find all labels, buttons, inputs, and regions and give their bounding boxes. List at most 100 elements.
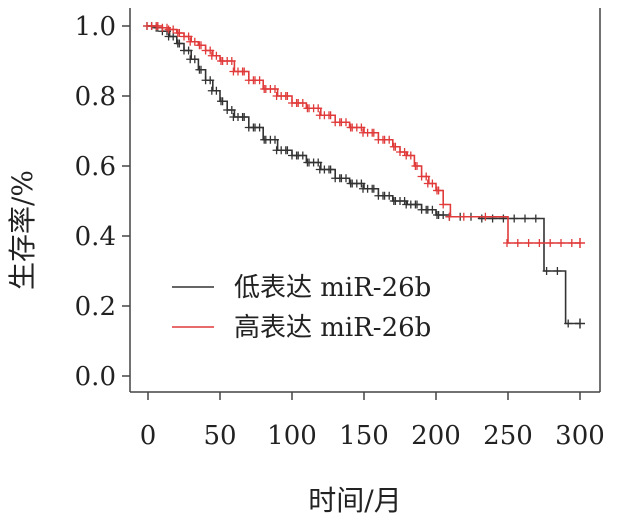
censor-mark — [422, 172, 431, 181]
censor-mark — [567, 239, 576, 247]
y-axis: 0.0 0.2 0.4 0.6 0.8 1.0 — [75, 12, 130, 392]
censor-mark-end — [575, 318, 585, 329]
x-tick-label: 200 — [411, 421, 461, 451]
x-tick-label: 250 — [483, 421, 533, 451]
censor-mark — [283, 92, 292, 100]
y-tick-label: 1.0 — [75, 12, 116, 42]
censor-mark — [255, 123, 264, 132]
censor-mark — [298, 99, 307, 107]
censor-mark — [227, 57, 236, 65]
censor-mark — [488, 214, 497, 223]
censor-mark — [369, 184, 378, 193]
censor-mark — [342, 174, 350, 183]
censor-mark — [481, 212, 490, 221]
y-tick-label: 0.6 — [75, 152, 116, 182]
censor-mark — [283, 146, 292, 155]
censor-mark — [564, 319, 573, 328]
censor-mark — [531, 214, 540, 223]
censor-mark — [271, 135, 279, 144]
censor-mark — [413, 200, 421, 209]
x-tick-label: 150 — [339, 421, 389, 451]
censor-mark — [439, 211, 448, 219]
censor-mark — [385, 191, 394, 200]
x-tick-label: 0 — [140, 421, 157, 451]
censor-mark — [524, 239, 533, 247]
censor-mark — [400, 197, 409, 205]
censor-mark — [510, 214, 519, 223]
y-tick-label: 0.8 — [75, 82, 116, 112]
x-tick-label: 100 — [267, 421, 317, 451]
censor-mark — [406, 151, 415, 160]
censor-mark — [357, 179, 366, 188]
censor-mark — [169, 25, 178, 34]
censor-mark — [184, 46, 193, 55]
censor-mark — [459, 212, 468, 221]
y-axis-title: 生存率/% — [6, 170, 39, 290]
plot-area — [129, 8, 601, 393]
censor-mark — [553, 267, 562, 275]
censor-mark — [326, 111, 335, 120]
censor-mark — [521, 214, 529, 223]
censor-mark — [240, 113, 249, 121]
censor-mark — [434, 186, 443, 195]
censor-mark — [190, 37, 199, 46]
censor-mark — [391, 142, 400, 151]
censor-mark — [169, 32, 178, 41]
censor-mark — [326, 165, 335, 174]
series-high — [143, 22, 585, 248]
censor-mark — [428, 179, 437, 188]
censor-mark — [206, 76, 215, 85]
censor-mark — [298, 151, 307, 160]
censor-mark — [369, 128, 378, 137]
y-tick-label: 0.4 — [75, 222, 116, 252]
legend: 低表达 miR-26b 高表达 miR-26b — [172, 273, 431, 343]
y-tick-label: 0.0 — [75, 362, 116, 392]
x-axis: 0 50 100 150 200 250 300 — [140, 392, 605, 451]
x-tick-label: 50 — [203, 421, 236, 451]
censor-mark — [357, 123, 366, 132]
censor-mark — [218, 97, 227, 106]
censor-mark — [413, 162, 421, 170]
censor-mark — [163, 23, 171, 32]
censor-mark — [542, 267, 551, 275]
censor-mark — [535, 239, 544, 247]
censor-mark — [197, 65, 205, 74]
y-tick-label: 0.2 — [75, 292, 116, 322]
censor-mark — [400, 148, 409, 156]
censor-mark — [271, 85, 279, 93]
censor-mark — [240, 67, 249, 76]
censor-mark — [546, 239, 555, 247]
censor-mark — [175, 39, 184, 48]
series-line — [148, 25, 580, 244]
x-axis-title: 时间/月 — [308, 484, 401, 517]
censor-mark — [477, 214, 486, 223]
legend-label: 低表达 miR-26b — [234, 273, 431, 303]
censor-mark — [190, 55, 199, 64]
censor-mark — [513, 239, 522, 247]
censor-mark — [445, 212, 454, 221]
censor-mark — [557, 239, 565, 247]
legend-label: 高表达 miR-26b — [234, 313, 431, 343]
censor-mark — [255, 76, 264, 85]
censor-mark — [184, 32, 193, 41]
censor-mark — [385, 135, 394, 144]
censor-mark — [314, 158, 323, 167]
censor-mark — [227, 106, 236, 114]
censor-mark — [439, 200, 448, 209]
censor-mark — [212, 86, 221, 95]
censor-mark — [342, 118, 350, 127]
x-tick-label: 300 — [555, 421, 605, 451]
censor-mark — [499, 214, 508, 223]
censor-mark — [175, 29, 184, 37]
series-low — [143, 22, 585, 329]
censor-mark-end — [575, 238, 585, 248]
censor-mark — [206, 46, 215, 55]
series-layer — [143, 22, 585, 329]
censor-mark — [428, 205, 437, 214]
censor-mark — [197, 41, 205, 50]
censor-mark — [212, 51, 221, 60]
censor-mark — [314, 104, 323, 113]
censor-mark — [503, 239, 511, 247]
censor-mark — [153, 22, 162, 30]
